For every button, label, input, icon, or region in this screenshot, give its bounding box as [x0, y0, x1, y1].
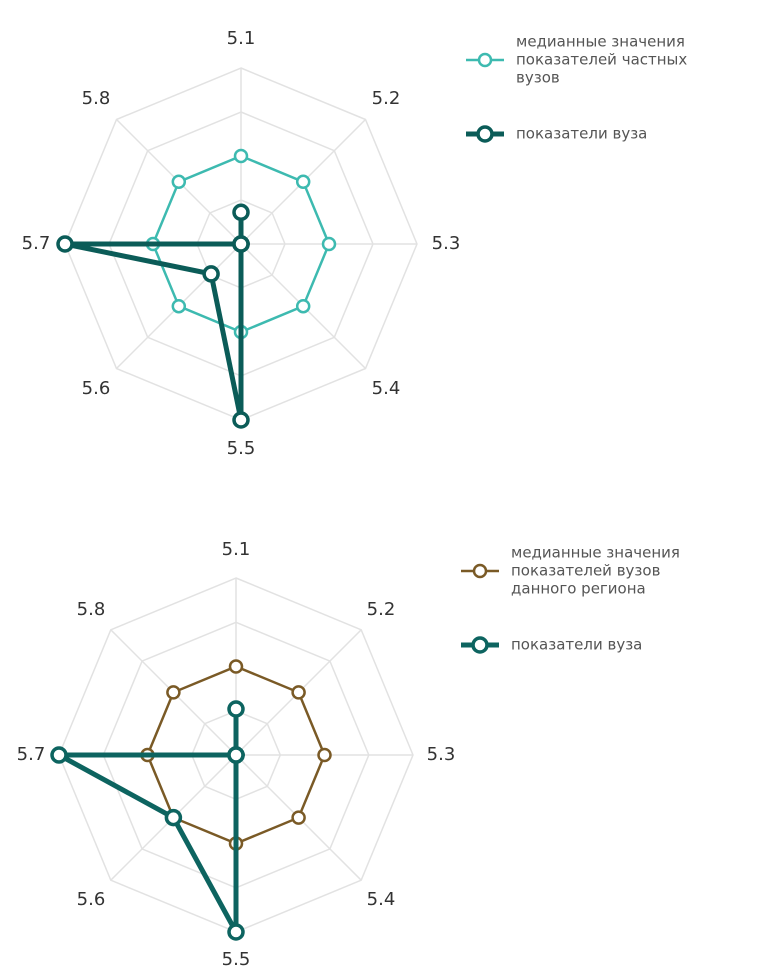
data-point [166, 685, 181, 700]
legend-label: показателей частных [516, 51, 687, 69]
series-1 [56, 203, 250, 429]
legend-item: показатели вуза [461, 636, 642, 654]
data-point [202, 265, 220, 283]
legend-marker [471, 636, 489, 654]
data-point [164, 808, 183, 827]
axis-label: 5.6 [77, 889, 106, 910]
axis-label: 5.2 [367, 599, 396, 620]
data-point [227, 923, 245, 941]
data-point [317, 747, 332, 763]
data-point [227, 700, 245, 718]
axis-label: 5.8 [77, 599, 106, 620]
legend-marker [472, 563, 488, 579]
data-point [233, 148, 249, 164]
data-point [295, 174, 311, 190]
data-point [295, 298, 311, 314]
axis-label: 5.2 [372, 88, 401, 109]
series-1 [50, 700, 245, 941]
axis-label: 5.1 [222, 539, 251, 560]
axis-label: 5.6 [82, 378, 111, 399]
data-point [56, 235, 74, 253]
legend-label: показатели вуза [516, 125, 647, 143]
legend-marker [476, 125, 494, 143]
data-point [171, 174, 187, 190]
data-point [228, 659, 244, 674]
data-point [291, 810, 306, 825]
legend-label: показатели вуза [511, 636, 642, 654]
axis-label: 5.7 [17, 744, 46, 765]
data-point [291, 685, 306, 700]
axis-label: 5.3 [427, 744, 456, 765]
axis-label: 5.7 [22, 233, 51, 254]
axis-label: 5.4 [367, 889, 396, 910]
legend-item: показатели вуза [466, 125, 647, 143]
data-point [232, 411, 250, 429]
data-point [232, 235, 250, 253]
legend-label: медианные значения [511, 544, 680, 562]
legend-marker [477, 52, 493, 68]
data-point [227, 746, 245, 764]
radar-chart-private-universities: 5.1 5.2 5.3 5.4 5.5 5.6 5.7 5.8 медианные значен… [22, 28, 688, 459]
axis-label: 5.5 [222, 949, 251, 970]
data-point [171, 298, 187, 314]
radar-chart-regional-universities: 5.1 5.2 5.3 5.4 5.5 5.6 5.7 5.8 медианные значен… [17, 539, 680, 970]
legend-label: данного региона [511, 580, 646, 598]
data-point [232, 203, 250, 222]
legend-label: вузов [516, 69, 560, 87]
legend-label: показателей вузов [511, 562, 660, 580]
axis-label: 5.8 [82, 88, 111, 109]
data-point [321, 236, 337, 252]
axis-label: 5.1 [227, 28, 256, 49]
data-point [50, 746, 68, 764]
axis-label: 5.5 [227, 438, 256, 459]
axis-label: 5.4 [372, 378, 401, 399]
legend-label: медианные значения [516, 33, 685, 51]
axis-label: 5.3 [432, 233, 461, 254]
